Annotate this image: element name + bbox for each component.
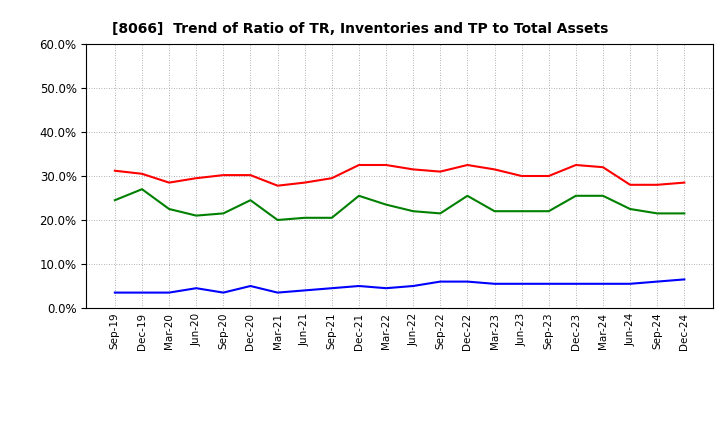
Trade Receivables xyxy=(436,169,444,174)
Trade Payables xyxy=(219,211,228,216)
Trade Receivables xyxy=(382,162,390,168)
Line: Trade Payables: Trade Payables xyxy=(115,189,684,220)
Trade Payables xyxy=(274,217,282,223)
Trade Payables xyxy=(517,209,526,214)
Trade Payables xyxy=(246,198,255,203)
Trade Receivables xyxy=(653,182,662,187)
Trade Payables xyxy=(490,209,499,214)
Inventories xyxy=(463,279,472,284)
Trade Payables xyxy=(598,193,607,198)
Trade Receivables xyxy=(463,162,472,168)
Trade Receivables xyxy=(490,167,499,172)
Inventories xyxy=(328,286,336,291)
Trade Receivables xyxy=(246,172,255,178)
Trade Receivables xyxy=(680,180,688,185)
Trade Payables xyxy=(653,211,662,216)
Trade Payables xyxy=(409,209,418,214)
Trade Receivables xyxy=(409,167,418,172)
Inventories xyxy=(490,281,499,286)
Inventories xyxy=(274,290,282,295)
Trade Receivables xyxy=(328,176,336,181)
Trade Receivables xyxy=(598,165,607,170)
Trade Payables xyxy=(572,193,580,198)
Trade Receivables xyxy=(138,171,146,176)
Inventories xyxy=(572,281,580,286)
Line: Inventories: Inventories xyxy=(115,279,684,293)
Inventories xyxy=(436,279,444,284)
Trade Payables xyxy=(544,209,553,214)
Trade Payables xyxy=(138,187,146,192)
Trade Receivables xyxy=(572,162,580,168)
Trade Payables xyxy=(463,193,472,198)
Trade Receivables xyxy=(219,172,228,178)
Trade Payables xyxy=(680,211,688,216)
Inventories xyxy=(517,281,526,286)
Trade Receivables xyxy=(192,176,201,181)
Inventories xyxy=(111,290,120,295)
Inventories xyxy=(653,279,662,284)
Trade Payables xyxy=(328,215,336,220)
Trade Payables xyxy=(626,206,634,212)
Inventories xyxy=(382,286,390,291)
Inventories xyxy=(598,281,607,286)
Trade Receivables xyxy=(274,183,282,188)
Inventories xyxy=(544,281,553,286)
Trade Receivables xyxy=(544,173,553,179)
Inventories xyxy=(355,283,364,289)
Trade Receivables xyxy=(517,173,526,179)
Trade Receivables xyxy=(626,182,634,187)
Trade Receivables xyxy=(111,168,120,173)
Inventories xyxy=(409,283,418,289)
Trade Payables xyxy=(436,211,444,216)
Trade Receivables xyxy=(165,180,174,185)
Inventories xyxy=(680,277,688,282)
Trade Payables xyxy=(165,206,174,212)
Trade Payables xyxy=(382,202,390,207)
Trade Payables xyxy=(192,213,201,218)
Inventories xyxy=(165,290,174,295)
Inventories xyxy=(192,286,201,291)
Inventories xyxy=(219,290,228,295)
Inventories xyxy=(626,281,634,286)
Inventories xyxy=(138,290,146,295)
Inventories xyxy=(246,283,255,289)
Trade Receivables xyxy=(355,162,364,168)
Text: [8066]  Trend of Ratio of TR, Inventories and TP to Total Assets: [8066] Trend of Ratio of TR, Inventories… xyxy=(112,22,608,36)
Trade Payables xyxy=(355,193,364,198)
Inventories xyxy=(300,288,309,293)
Trade Payables xyxy=(300,215,309,220)
Trade Receivables xyxy=(300,180,309,185)
Line: Trade Receivables: Trade Receivables xyxy=(115,165,684,186)
Trade Payables xyxy=(111,198,120,203)
